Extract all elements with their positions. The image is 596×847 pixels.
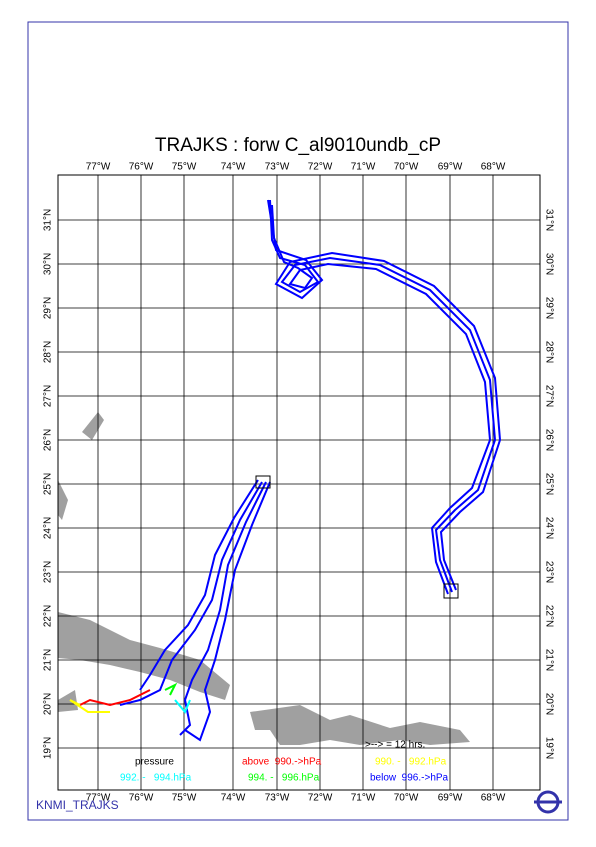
lat-label-right: 23°N: [543, 561, 554, 583]
map-border: [57, 174, 541, 791]
trajectories: [69, 199, 502, 742]
lat-label-left: 23°N: [43, 561, 54, 583]
lon-label-bottom: 75°W: [172, 793, 197, 804]
lon-label-bottom: 74°W: [221, 793, 246, 804]
lon-label-top: 72°W: [308, 162, 333, 173]
lon-label-top: 77°W: [86, 162, 111, 173]
lon-label-top: 73°W: [265, 162, 290, 173]
legend-entry: 994. - 996.hPa: [248, 773, 320, 784]
lat-label-left: 30°N: [43, 253, 54, 275]
lat-label-right: 22°N: [543, 605, 554, 627]
legend-heading: pressure: [135, 757, 174, 768]
lon-label-top: 70°W: [394, 162, 419, 173]
lon-label-top: 68°W: [481, 162, 506, 173]
lat-label-left: 31°N: [43, 209, 54, 231]
lat-label-left: 27°N: [43, 385, 54, 407]
legend-entry: above 990.->hPa: [242, 757, 322, 768]
footer: KNMI_TRAJKS: [36, 798, 119, 812]
lon-label-bottom: 69°W: [438, 793, 463, 804]
lon-label-top: 75°W: [172, 162, 197, 173]
lat-label-right: 20°N: [543, 693, 554, 715]
lon-label-bottom: 70°W: [394, 793, 419, 804]
title: TRAJKS : forw C_al9010undb_cP: [155, 135, 441, 156]
lon-label-top: 71°W: [351, 162, 376, 173]
lon-label-bottom: 68°W: [481, 793, 506, 804]
lat-label-right: 19°N: [543, 737, 554, 759]
lat-label-right: 24°N: [543, 517, 554, 539]
lat-label-right: 31°N: [543, 209, 554, 231]
lon-label-bottom: 72°W: [308, 793, 333, 804]
lon-label-bottom: 76°W: [129, 793, 154, 804]
legend-entry: 990. - 992.hPa: [375, 757, 447, 768]
lat-label-left: 22°N: [43, 605, 54, 627]
lat-label-right: 27°N: [543, 385, 554, 407]
land: [58, 412, 470, 745]
lat-label-left: 20°N: [43, 693, 54, 715]
frame: [27, 21, 569, 821]
arrow-note: >--> = 12 hrs.: [365, 740, 425, 751]
lat-label-left: 25°N: [43, 473, 54, 495]
lat-label-right: 30°N: [543, 253, 554, 275]
lon-label-bottom: 73°W: [265, 793, 290, 804]
lon-label-top: 76°W: [129, 162, 154, 173]
lat-label-left: 21°N: [43, 649, 54, 671]
lon-label-top: 74°W: [221, 162, 246, 173]
lat-label-right: 25°N: [543, 473, 554, 495]
lat-label-left: 29°N: [43, 297, 54, 319]
lat-label-left: 24°N: [43, 517, 54, 539]
lat-label-right: 29°N: [543, 297, 554, 319]
legend-entry: 992. - 994.hPa: [120, 773, 192, 784]
lat-label-left: 26°N: [43, 429, 54, 451]
lat-label-left: 28°N: [43, 341, 54, 363]
lon-label-bottom: 77°W: [86, 793, 111, 804]
lat-label-right: 26°N: [543, 429, 554, 451]
lat-label-right: 28°N: [543, 341, 554, 363]
lon-label-top: 69°W: [438, 162, 463, 173]
logo: [534, 790, 562, 814]
lat-label-left: 19°N: [43, 737, 54, 759]
legend-entry: below 996.->hPa: [370, 773, 449, 784]
lon-label-bottom: 71°W: [351, 793, 376, 804]
lat-label-right: 21°N: [543, 649, 554, 671]
